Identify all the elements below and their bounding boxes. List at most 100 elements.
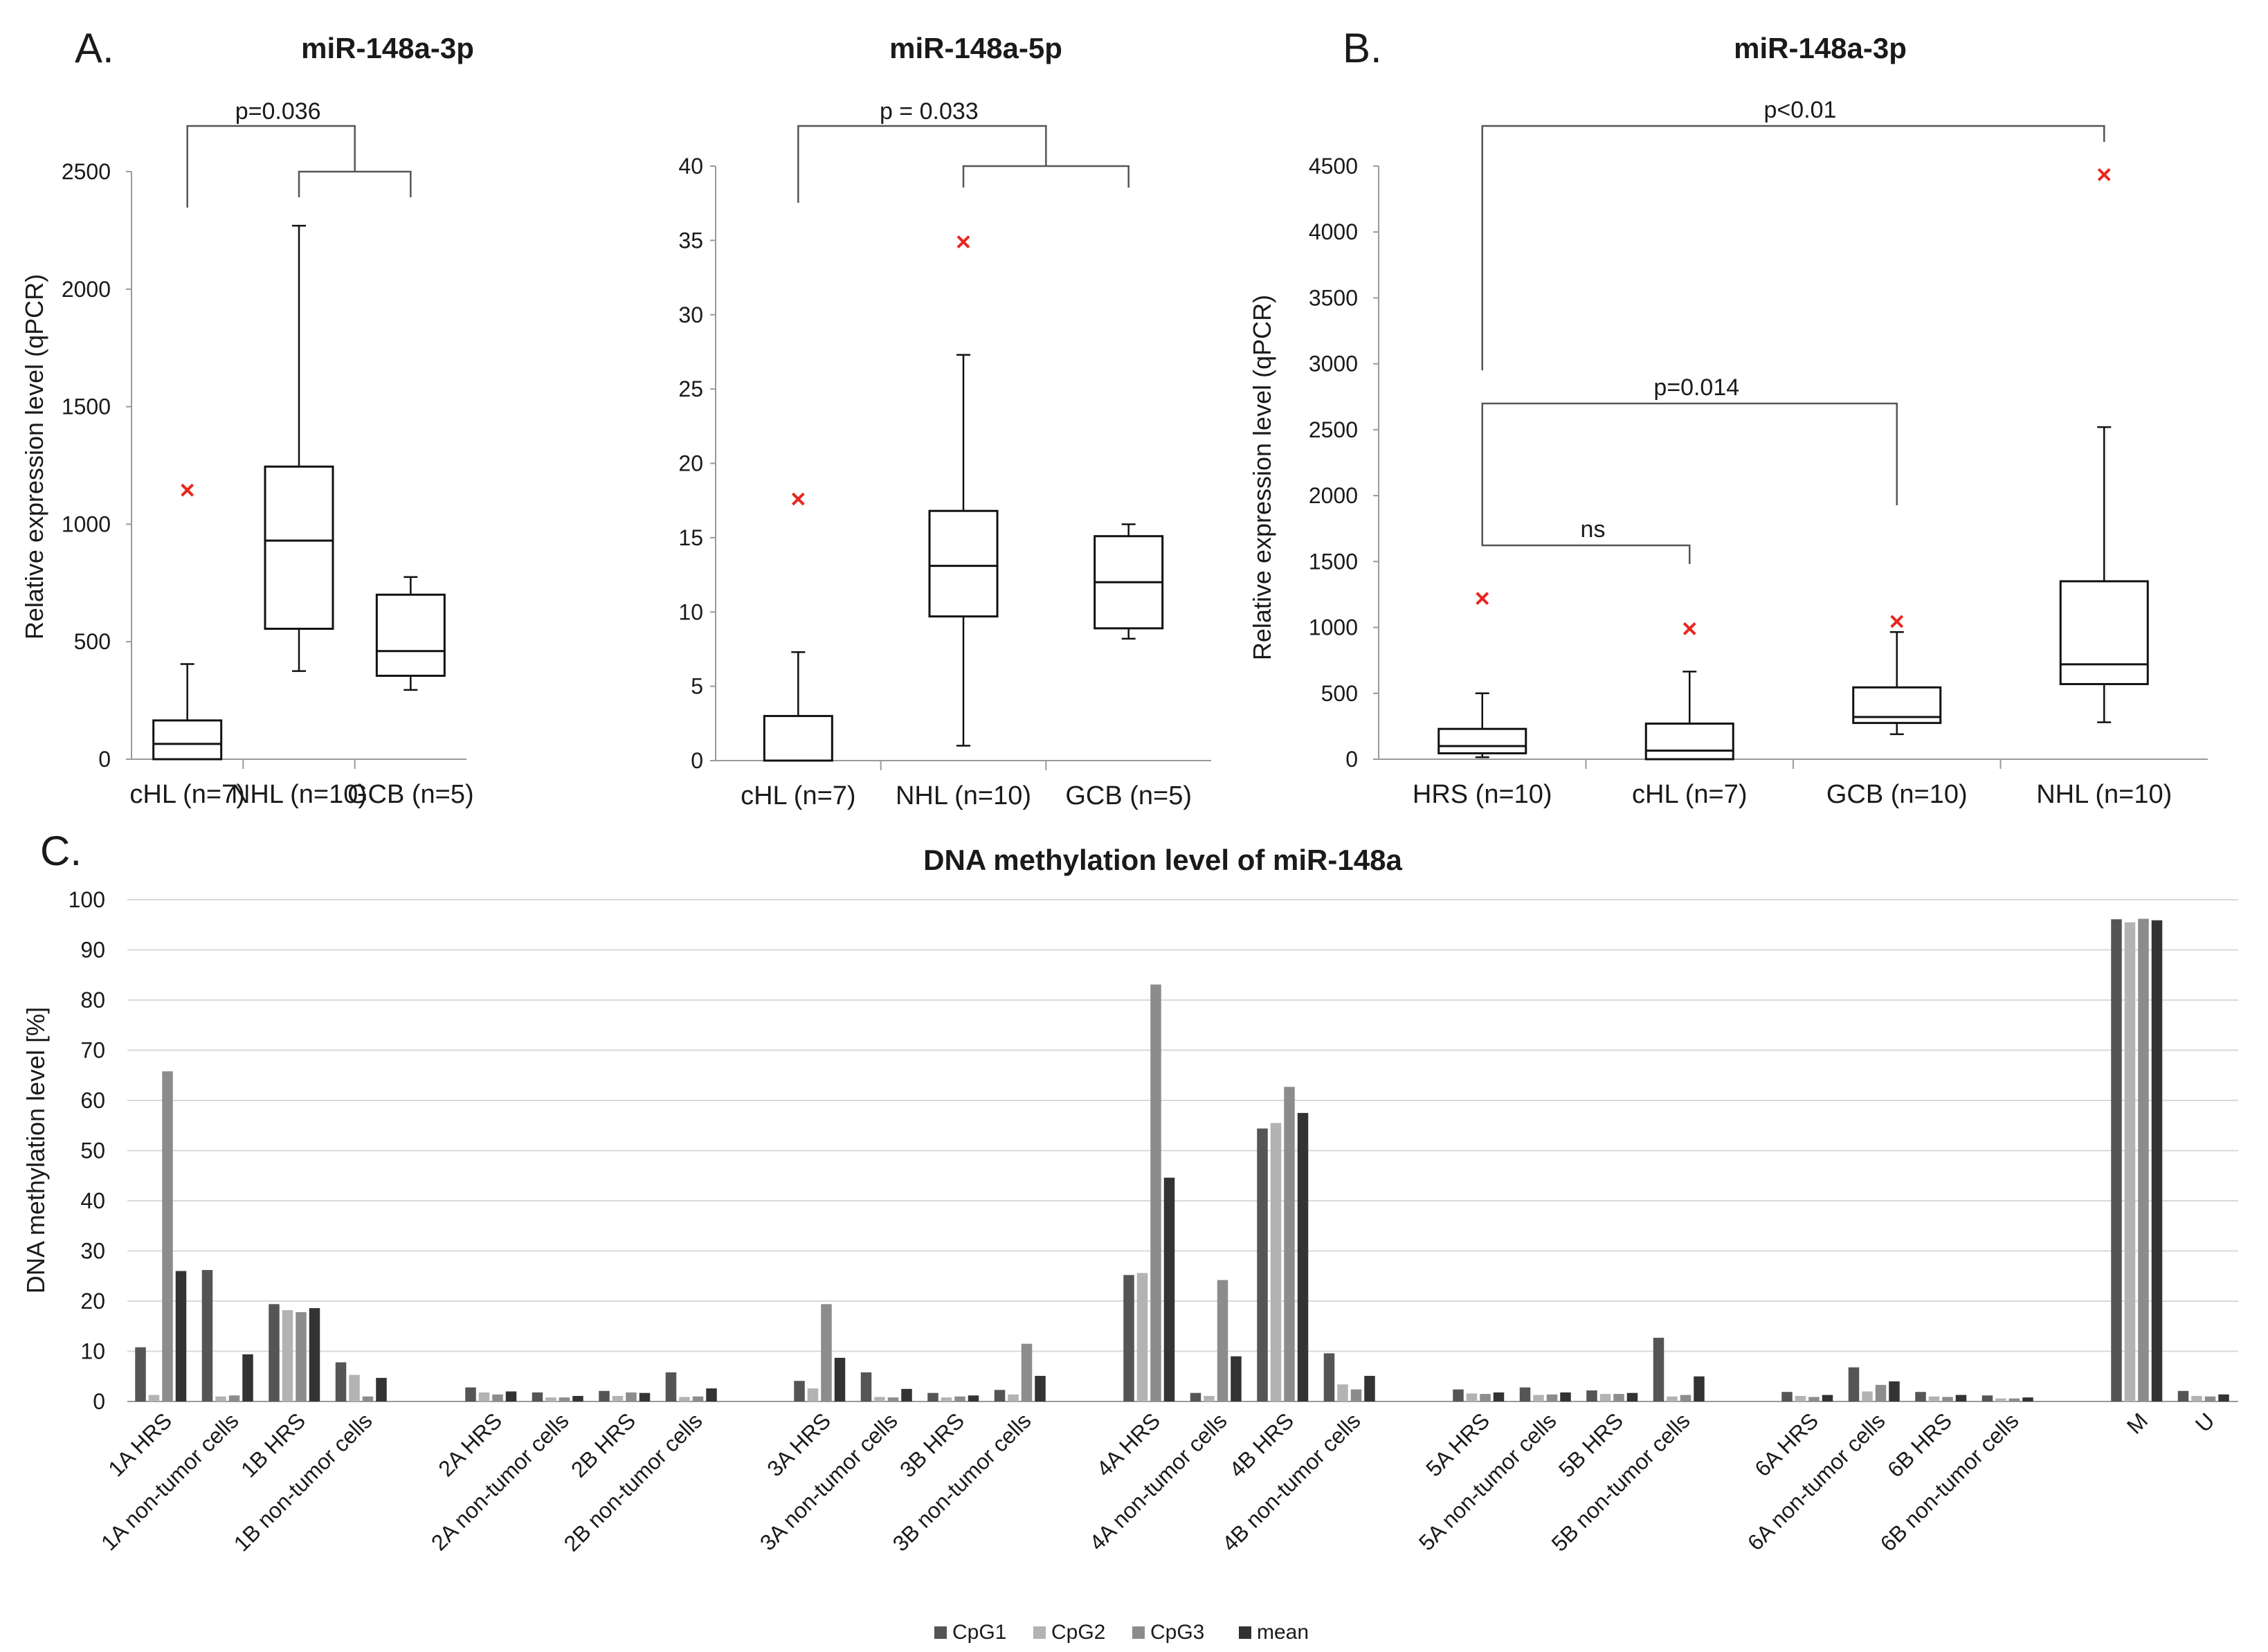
bar-cpg2 [2191, 1396, 2202, 1401]
bar-cpg3 [1942, 1397, 1953, 1401]
bar-cpg3 [1680, 1395, 1691, 1401]
x-category-label: NHL (n=10) [896, 781, 1031, 810]
significance-bracket-outer [797, 125, 1047, 203]
bar-cpg2 [215, 1396, 226, 1401]
bar-cpg1 [794, 1381, 805, 1401]
y-tick-label: 0 [691, 748, 703, 773]
box [928, 509, 999, 618]
bar-mean [1163, 1177, 1175, 1401]
bar-mean [1626, 1392, 1638, 1401]
x-category-label: U [2190, 1408, 2220, 1437]
bar-mean [1889, 1381, 1900, 1401]
bar-cpg2 [1995, 1398, 2006, 1401]
bar-cpg2 [1270, 1123, 1282, 1401]
legend-swatch-cpg2 [1033, 1626, 1046, 1639]
bar-cpg3 [887, 1397, 899, 1401]
outlier-stroke [1476, 592, 1489, 606]
y-tick-label: 1000 [62, 511, 111, 536]
outlier-stroke [2097, 167, 2111, 181]
outlier-stroke [1890, 615, 1904, 628]
bar-cpg3 [1284, 1087, 1295, 1401]
box [152, 719, 223, 761]
legend-swatch-cpg1 [934, 1626, 947, 1639]
box-plot-mir-148a-3p-b: miR-148a-3p Relative expression level (q… [1248, 32, 2208, 809]
chart-title: miR-148a-5p [889, 32, 1062, 64]
legend-label: CpG1 [952, 1621, 1006, 1644]
panel-label-c: C. [40, 828, 82, 874]
bar-cpg3 [296, 1311, 307, 1401]
significance-bracket [1481, 402, 1898, 523]
bar-cpg3 [1808, 1397, 1820, 1401]
bar-cpg2 [478, 1392, 490, 1401]
bar-mean [505, 1391, 517, 1401]
bar-cpg1 [665, 1372, 677, 1401]
y-tick-label: 0 [93, 1389, 105, 1414]
bar-cpg1 [860, 1372, 872, 1401]
bar-mean [1822, 1395, 1833, 1401]
p-value-label: p=0.036 [235, 98, 321, 125]
bar-cpg1 [927, 1392, 938, 1401]
bar-cpg3 [2008, 1398, 2020, 1401]
bar-cpg1 [269, 1304, 280, 1401]
outlier-marker [1890, 615, 1904, 628]
y-tick-label: 2000 [1309, 483, 1358, 508]
outlier-marker [2097, 167, 2111, 181]
legend-swatch-cpg3 [1132, 1626, 1145, 1639]
y-tick-label: 3500 [1309, 285, 1358, 310]
bar-cpg1 [465, 1387, 476, 1401]
chart-title: DNA methylation level of miR-148a [923, 844, 1402, 876]
bar-cpg1 [994, 1390, 1006, 1401]
y-tick-label: 1500 [62, 394, 111, 419]
outlier-marker [1682, 622, 1696, 635]
outlier-stroke [1682, 622, 1696, 635]
y-tick-label: 1000 [1309, 615, 1358, 640]
bar-cpg3 [1021, 1343, 1033, 1401]
bar-cpg2 [1533, 1395, 1544, 1401]
box [763, 715, 833, 762]
y-tick-label: 0 [1345, 747, 1358, 772]
y-tick-label: 40 [80, 1188, 105, 1213]
y-tick-label: 5 [691, 674, 703, 699]
x-category-label: GCB (n=5) [347, 780, 474, 809]
bar-mean [175, 1271, 187, 1401]
y-tick-label: 20 [80, 1289, 105, 1314]
bar-cpg2 [1599, 1394, 1611, 1401]
bar-cpg1 [1848, 1367, 1860, 1401]
y-tick-label: 90 [80, 938, 105, 963]
y-tick-label: 4000 [1309, 219, 1358, 244]
x-category-label: HRS (n=10) [1413, 780, 1552, 809]
bar-cpg3 [2204, 1396, 2216, 1401]
bar-cpg1 [1586, 1390, 1597, 1401]
bar-cpg2 [1337, 1384, 1348, 1401]
legend-label: CpG3 [1150, 1621, 1204, 1644]
y-tick-label: 500 [1321, 681, 1358, 706]
bar-mean [1035, 1376, 1046, 1401]
y-tick-label: 15 [678, 525, 703, 550]
bar-cpg2 [1862, 1391, 1873, 1401]
bar-cpg2 [148, 1395, 160, 1401]
bar-mean [2022, 1397, 2033, 1401]
bar-cpg3 [821, 1304, 832, 1401]
x-category-label: NHL (n=10) [231, 780, 367, 809]
y-tick-label: 50 [80, 1138, 105, 1163]
y-tick-label: 60 [80, 1088, 105, 1113]
bar-cpg1 [1323, 1353, 1335, 1401]
bar-mean [2218, 1394, 2229, 1401]
y-tick-label: 35 [678, 228, 703, 253]
p-value-label: ns [1581, 516, 1606, 543]
bar-cpg1 [532, 1392, 543, 1401]
bar-cpg2 [807, 1388, 819, 1401]
y-tick-label: 40 [678, 154, 703, 179]
box [2059, 580, 2149, 685]
legend-label: CpG2 [1051, 1621, 1105, 1644]
y-tick-label: 3000 [1309, 352, 1358, 376]
y-tick-label: 30 [80, 1239, 105, 1264]
bar-mean [1694, 1376, 1705, 1401]
significance-bracket [1481, 125, 2105, 370]
y-tick-label: 2000 [62, 277, 111, 302]
y-tick-label: 80 [80, 988, 105, 1013]
bar-cpg2 [282, 1310, 293, 1401]
bar-cpg3 [228, 1395, 240, 1401]
x-category-label: cHL (n=7) [1632, 780, 1748, 809]
bar-cpg2 [545, 1397, 556, 1401]
